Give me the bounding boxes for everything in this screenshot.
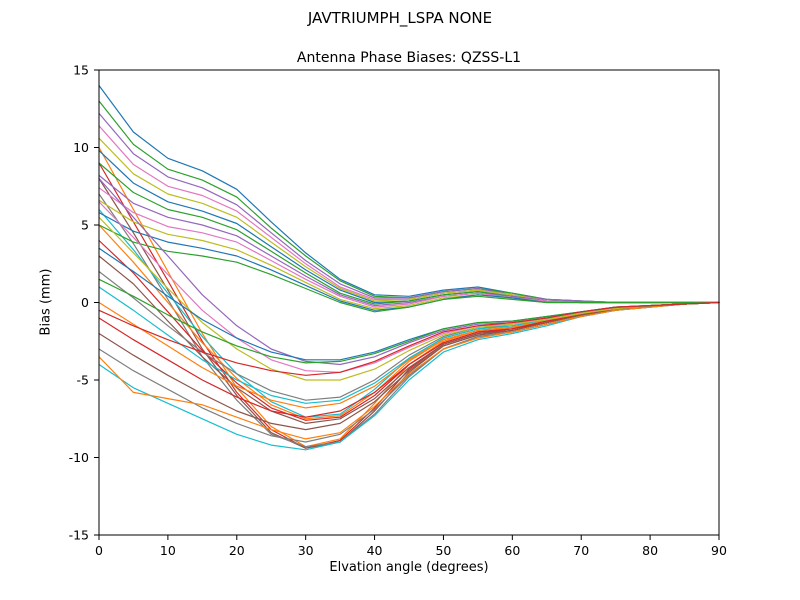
y-tick-label: 0: [81, 295, 89, 310]
series-line: [98, 301, 720, 440]
series-line: [98, 224, 720, 313]
series-line: [98, 100, 720, 304]
series-line: [98, 150, 720, 304]
x-tick-label: 50: [435, 543, 451, 558]
y-tick-label: -5: [77, 373, 89, 388]
series-line: [98, 212, 720, 311]
series-line: [98, 193, 720, 448]
series-line: [98, 208, 720, 418]
x-tick-label: 10: [160, 543, 176, 558]
series-line: [98, 84, 720, 304]
x-tick-label: 80: [642, 543, 658, 558]
x-tick-label: 30: [298, 543, 314, 558]
series-line: [98, 270, 720, 401]
series-line: [98, 137, 720, 304]
y-tick-label: -10: [69, 450, 89, 465]
series-line: [98, 174, 720, 307]
series-line: [98, 125, 720, 304]
series-line: [98, 187, 720, 308]
y-tick-label: 10: [73, 140, 89, 155]
series-line: [98, 177, 720, 449]
series-line: [98, 177, 720, 366]
axes-title: Antenna Phase Biases: QZSS-L1: [296, 50, 522, 66]
figure-suptitle: JAVTRIUMPH_LSPA NONE: [307, 9, 493, 27]
series-line: [98, 216, 720, 381]
x-tick-label: 70: [573, 543, 589, 558]
x-axis-label: Elvation angle (degrees): [329, 560, 489, 575]
y-tick-label: 15: [73, 63, 89, 78]
x-tick-label: 0: [95, 543, 103, 558]
x-tick-label: 20: [229, 543, 245, 558]
y-tick-label: 5: [81, 218, 89, 233]
x-tick-label: 40: [367, 543, 383, 558]
x-tick-label: 90: [711, 543, 727, 558]
series-line: [98, 301, 720, 431]
series-line: [98, 301, 720, 376]
y-tick-label: -15: [69, 528, 89, 543]
x-tick-label: 60: [504, 543, 520, 558]
